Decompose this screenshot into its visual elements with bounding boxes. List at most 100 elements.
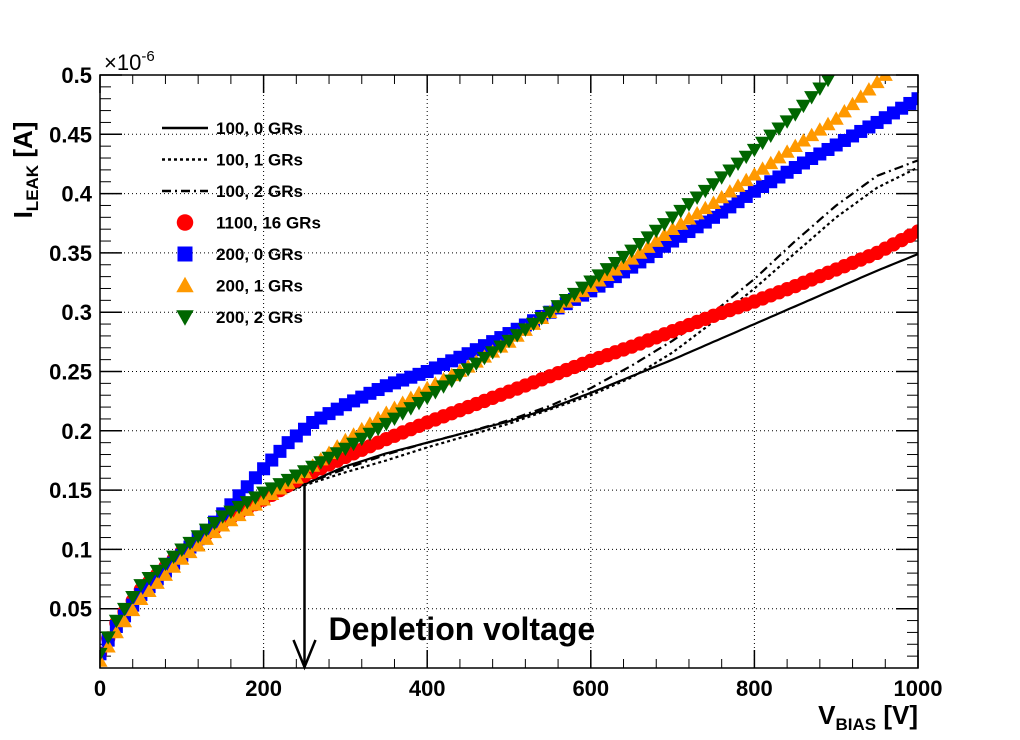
- data-point: [337, 442, 353, 457]
- data-point: [501, 334, 517, 349]
- y-tick-label: 0.45: [49, 122, 92, 147]
- data-point: [419, 391, 435, 406]
- legend-entry: 100, 0 GRs: [162, 119, 303, 138]
- series-200-2-grs: [100, 75, 835, 662]
- data-point: [231, 500, 247, 515]
- data-point: [607, 257, 623, 271]
- data-point: [100, 647, 108, 662]
- data-point: [296, 465, 313, 479]
- data-point: [746, 167, 762, 181]
- data-point: [845, 96, 861, 111]
- data-point: [517, 323, 533, 337]
- data-point: [575, 281, 591, 296]
- data-point: [215, 510, 231, 524]
- data-point: [828, 111, 844, 125]
- data-point: [198, 531, 214, 545]
- data-point: [141, 583, 157, 597]
- data-point: [476, 351, 492, 366]
- data-point: [149, 575, 165, 589]
- data-point: [795, 99, 812, 114]
- data-point: [836, 104, 852, 118]
- legend-label: 1100, 16 GRs: [216, 214, 321, 233]
- data-point: [656, 227, 672, 241]
- data-point: [542, 306, 558, 320]
- data-point: [640, 239, 656, 253]
- data-point: [853, 89, 869, 103]
- data-point: [534, 312, 550, 326]
- x-tick-label: 1000: [894, 676, 943, 701]
- data-point: [452, 368, 468, 383]
- y-tick-label: 0.5: [61, 63, 92, 88]
- y-axis-label: ILEAK [A]: [8, 122, 42, 219]
- data-point: [763, 155, 779, 170]
- x-tick-label: 200: [245, 676, 282, 701]
- data-point: [108, 614, 124, 629]
- data-point: [689, 191, 705, 205]
- data-point: [264, 482, 280, 496]
- data-point: [182, 536, 198, 551]
- data-point: [247, 491, 263, 505]
- legend-entry: 100, 1 GRs: [162, 151, 303, 170]
- legend-entry: 1100, 16 GRs: [176, 214, 321, 233]
- data-point: [648, 233, 664, 247]
- y-tick-label: 0.35: [49, 241, 92, 266]
- data-point: [198, 523, 214, 538]
- data-point: [697, 200, 713, 215]
- legend-label: 200, 2 GRs: [216, 308, 303, 327]
- data-point: [771, 122, 787, 136]
- data-point: [812, 82, 828, 96]
- data-point: [795, 133, 812, 147]
- data-point: [321, 451, 337, 466]
- data-point: [738, 172, 754, 187]
- data-point: [117, 613, 133, 628]
- data-point: [804, 127, 820, 142]
- depletion-annotation: Depletion voltage: [292, 484, 596, 671]
- annotation-label: Depletion voltage: [329, 611, 596, 647]
- y-tick-label: 0.15: [49, 478, 92, 503]
- data-point: [460, 363, 476, 377]
- data-point: [157, 567, 173, 581]
- data-point: [182, 544, 198, 559]
- data-point: [526, 317, 542, 332]
- data-point: [566, 287, 582, 302]
- data-point: [689, 205, 705, 220]
- data-point: [877, 75, 893, 81]
- data-point: [648, 224, 664, 239]
- data-point: [174, 543, 190, 557]
- data-point: [558, 294, 574, 308]
- data-point: [509, 329, 525, 343]
- data-point: [615, 250, 632, 265]
- data-point: [804, 91, 820, 105]
- data-point: [640, 231, 656, 245]
- x-tick-label: 400: [409, 676, 446, 701]
- data-point: [787, 138, 803, 153]
- data-point: [730, 157, 746, 172]
- data-point: [157, 557, 173, 572]
- data-point: [117, 602, 133, 617]
- legend-marker: [177, 246, 193, 262]
- data-point: [779, 115, 795, 129]
- data-point: [746, 143, 762, 158]
- x-axis-label: VBIAS [V]: [818, 700, 918, 734]
- legend-entry: 200, 2 GRs: [176, 308, 303, 327]
- legend-marker: [176, 214, 194, 231]
- legend-label: 200, 1 GRs: [216, 277, 303, 296]
- data-point: [313, 456, 329, 470]
- data-point: [362, 427, 378, 442]
- data-point: [755, 136, 771, 151]
- legend-label: 100, 0 GRs: [216, 119, 303, 138]
- grid: [100, 75, 918, 668]
- data-point: [166, 550, 182, 565]
- data-point: [231, 507, 247, 522]
- data-point: [583, 275, 599, 289]
- data-point: [714, 189, 730, 204]
- data-point: [755, 161, 771, 175]
- data-point: [485, 346, 501, 360]
- plot-frame: [99, 74, 919, 669]
- data-point: [125, 590, 141, 605]
- data-point: [665, 211, 681, 225]
- x-tick-label: 0: [94, 676, 106, 701]
- data-point: [141, 572, 157, 586]
- data-point: [632, 238, 648, 252]
